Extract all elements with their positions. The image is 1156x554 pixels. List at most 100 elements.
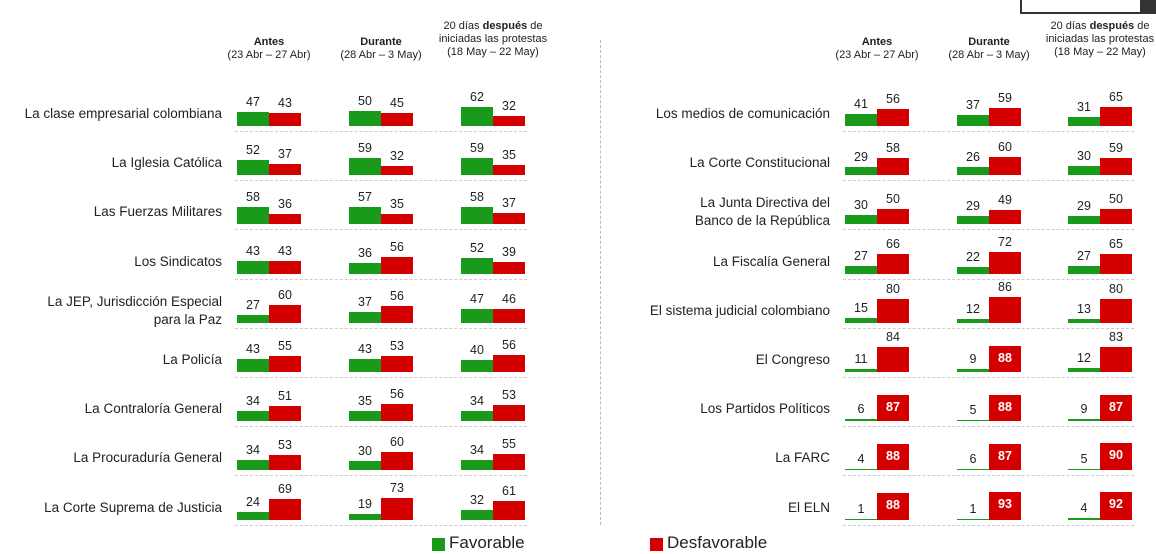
value-label: 37 [502,196,516,211]
value-label: 56 [502,338,516,353]
bar-unfavorable [493,116,525,126]
bar-unfavorable [269,164,301,176]
value-label: 4 [1080,501,1088,516]
bar-favorable [237,260,269,274]
row-label: La Fiscalía General [610,253,830,271]
bar-favorable [957,419,989,422]
label-line: El Congreso [755,352,830,367]
header-bold: Durante [968,36,1010,48]
bar-favorable [349,207,381,225]
bar-unfavorable [989,297,1021,323]
label-line: Las Fuerzas Militares [93,204,222,220]
value-label: 58 [246,190,260,204]
bar-favorable [1068,215,1100,225]
bar-unfavorable [1100,298,1132,323]
label-line: Los Sindicatos [134,253,222,269]
bar-unfavorable [877,109,909,126]
label-line: La Procuraduría General [73,450,222,466]
header-dates: (23 Abr – 27 Abr) [227,49,311,61]
label-line: La FARC [775,450,830,466]
corner-block [1140,0,1156,14]
row-separator [235,426,527,428]
bar-unfavorable [877,253,909,274]
row-label: Los Partidos Políticos [610,400,830,418]
legend-swatch [650,538,663,551]
bar-unfavorable [1100,443,1132,471]
value-label: 43 [358,342,372,357]
bar-unfavorable [493,164,525,176]
value-label: 53 [390,339,404,354]
bar-favorable [237,460,269,471]
label-line: El ELN [787,499,830,515]
value-label: 49 [998,192,1012,207]
value-label: 9 [969,352,977,367]
value-label: 40 [470,343,484,357]
row-separator [843,377,1134,378]
bar-favorable [957,114,989,126]
value-label: 39 [502,244,516,259]
row-separator [843,278,1134,280]
bar-favorable [845,265,877,274]
value-label: 60 [998,140,1012,155]
value-label: 46 [502,292,516,306]
row-separator [843,131,1134,132]
value-label: 55 [502,436,516,451]
bar-favorable [957,267,989,274]
bar-unfavorable [1100,209,1132,225]
bar-favorable [349,262,381,274]
bar-unfavorable [269,405,301,422]
value-label: 29 [854,149,868,164]
column-header: Durante (28 Abr – 3 May) [924,36,1054,62]
label-line: La Corte Suprema de Justicia [44,499,222,515]
bar-favorable [1068,116,1100,126]
bar-favorable [349,359,381,372]
row-label: La Corte Suprema de Justicia [2,499,222,517]
value-label: 60 [390,435,404,450]
bar-favorable [845,215,877,225]
bar-unfavorable [381,213,413,225]
bar-favorable [957,319,989,323]
bar-unfavorable [877,395,909,422]
row-label: Las Fuerzas Militares [2,203,222,221]
header-text: de [1134,20,1150,32]
bar-favorable [349,311,381,323]
bar-unfavorable [989,108,1021,126]
value-label: 73 [390,480,404,495]
row-label: La JEP, Jurisdicción Especial para la Paz [2,293,222,329]
bar-favorable [237,411,269,422]
bar-unfavorable [877,157,909,176]
value-label: 22 [966,250,980,264]
bar-favorable [349,410,381,422]
row-separator [235,278,527,280]
value-label: 26 [966,150,980,165]
row-separator [235,229,527,231]
value-label: 47 [246,94,260,109]
row-separator [843,327,1134,329]
value-label: 27 [246,297,260,312]
bar-favorable [845,166,877,176]
header-line: Durante [316,36,446,49]
value-label: 11 [854,351,868,366]
value-label: 37 [966,97,980,112]
row-separator [843,524,1134,526]
label-line: La clase empresarial colombiana [24,106,222,121]
bar-favorable [349,513,381,520]
row-label: La Iglesia Católica [2,154,222,172]
bar-favorable [237,159,269,176]
bar-favorable [1068,265,1100,274]
row-label: La Procuraduría General [2,449,222,467]
value-label: 50 [358,94,372,108]
header-line: Durante [924,36,1054,49]
bar-unfavorable [381,112,413,126]
bar-unfavorable [1100,347,1132,372]
value-label: 88 [998,350,1012,365]
bar-unfavorable [1100,157,1132,176]
value-label: 52 [470,241,484,255]
bar-favorable [349,157,381,176]
row-label: El Congreso [610,351,830,369]
value-label: 30 [358,444,372,459]
bar-favorable [461,258,493,274]
value-label: 43 [246,342,260,357]
label-line: El sistema judicial colombiano [649,302,830,318]
value-label: 15 [854,301,868,316]
